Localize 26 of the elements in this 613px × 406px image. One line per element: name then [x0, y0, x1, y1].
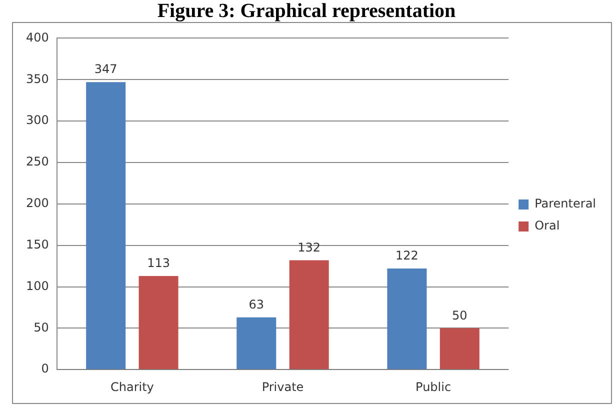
y-tick-label: 250 — [26, 154, 49, 169]
bar — [236, 317, 276, 370]
y-tick-label: 150 — [26, 237, 49, 252]
y-tick-label: 100 — [26, 278, 49, 293]
x-tick-label: Charity — [110, 380, 154, 394]
chart-title: Figure 3: Graphical representation — [156, 0, 457, 22]
y-tick-label: 50 — [34, 320, 49, 334]
y-tick-label: 400 — [26, 30, 49, 44]
y-tick-label: 200 — [26, 196, 49, 210]
bar — [440, 328, 480, 370]
x-tick-label: Public — [416, 380, 452, 394]
y-tick-label: 0 — [41, 362, 49, 376]
legend-label: Parenteral — [534, 196, 596, 211]
bar — [289, 260, 329, 370]
y-tick-label: 300 — [26, 113, 49, 128]
legend-label: Oral — [534, 218, 560, 233]
x-tick-label: Private — [262, 380, 304, 394]
data-label: 347 — [94, 62, 118, 76]
data-label: 63 — [248, 298, 264, 312]
data-label: 50 — [452, 308, 468, 322]
data-label: 122 — [396, 248, 418, 263]
bar — [387, 268, 427, 370]
data-label: 113 — [147, 256, 170, 270]
bar — [86, 82, 126, 370]
y-tick-label: 350 — [26, 72, 49, 86]
bar — [138, 276, 178, 370]
